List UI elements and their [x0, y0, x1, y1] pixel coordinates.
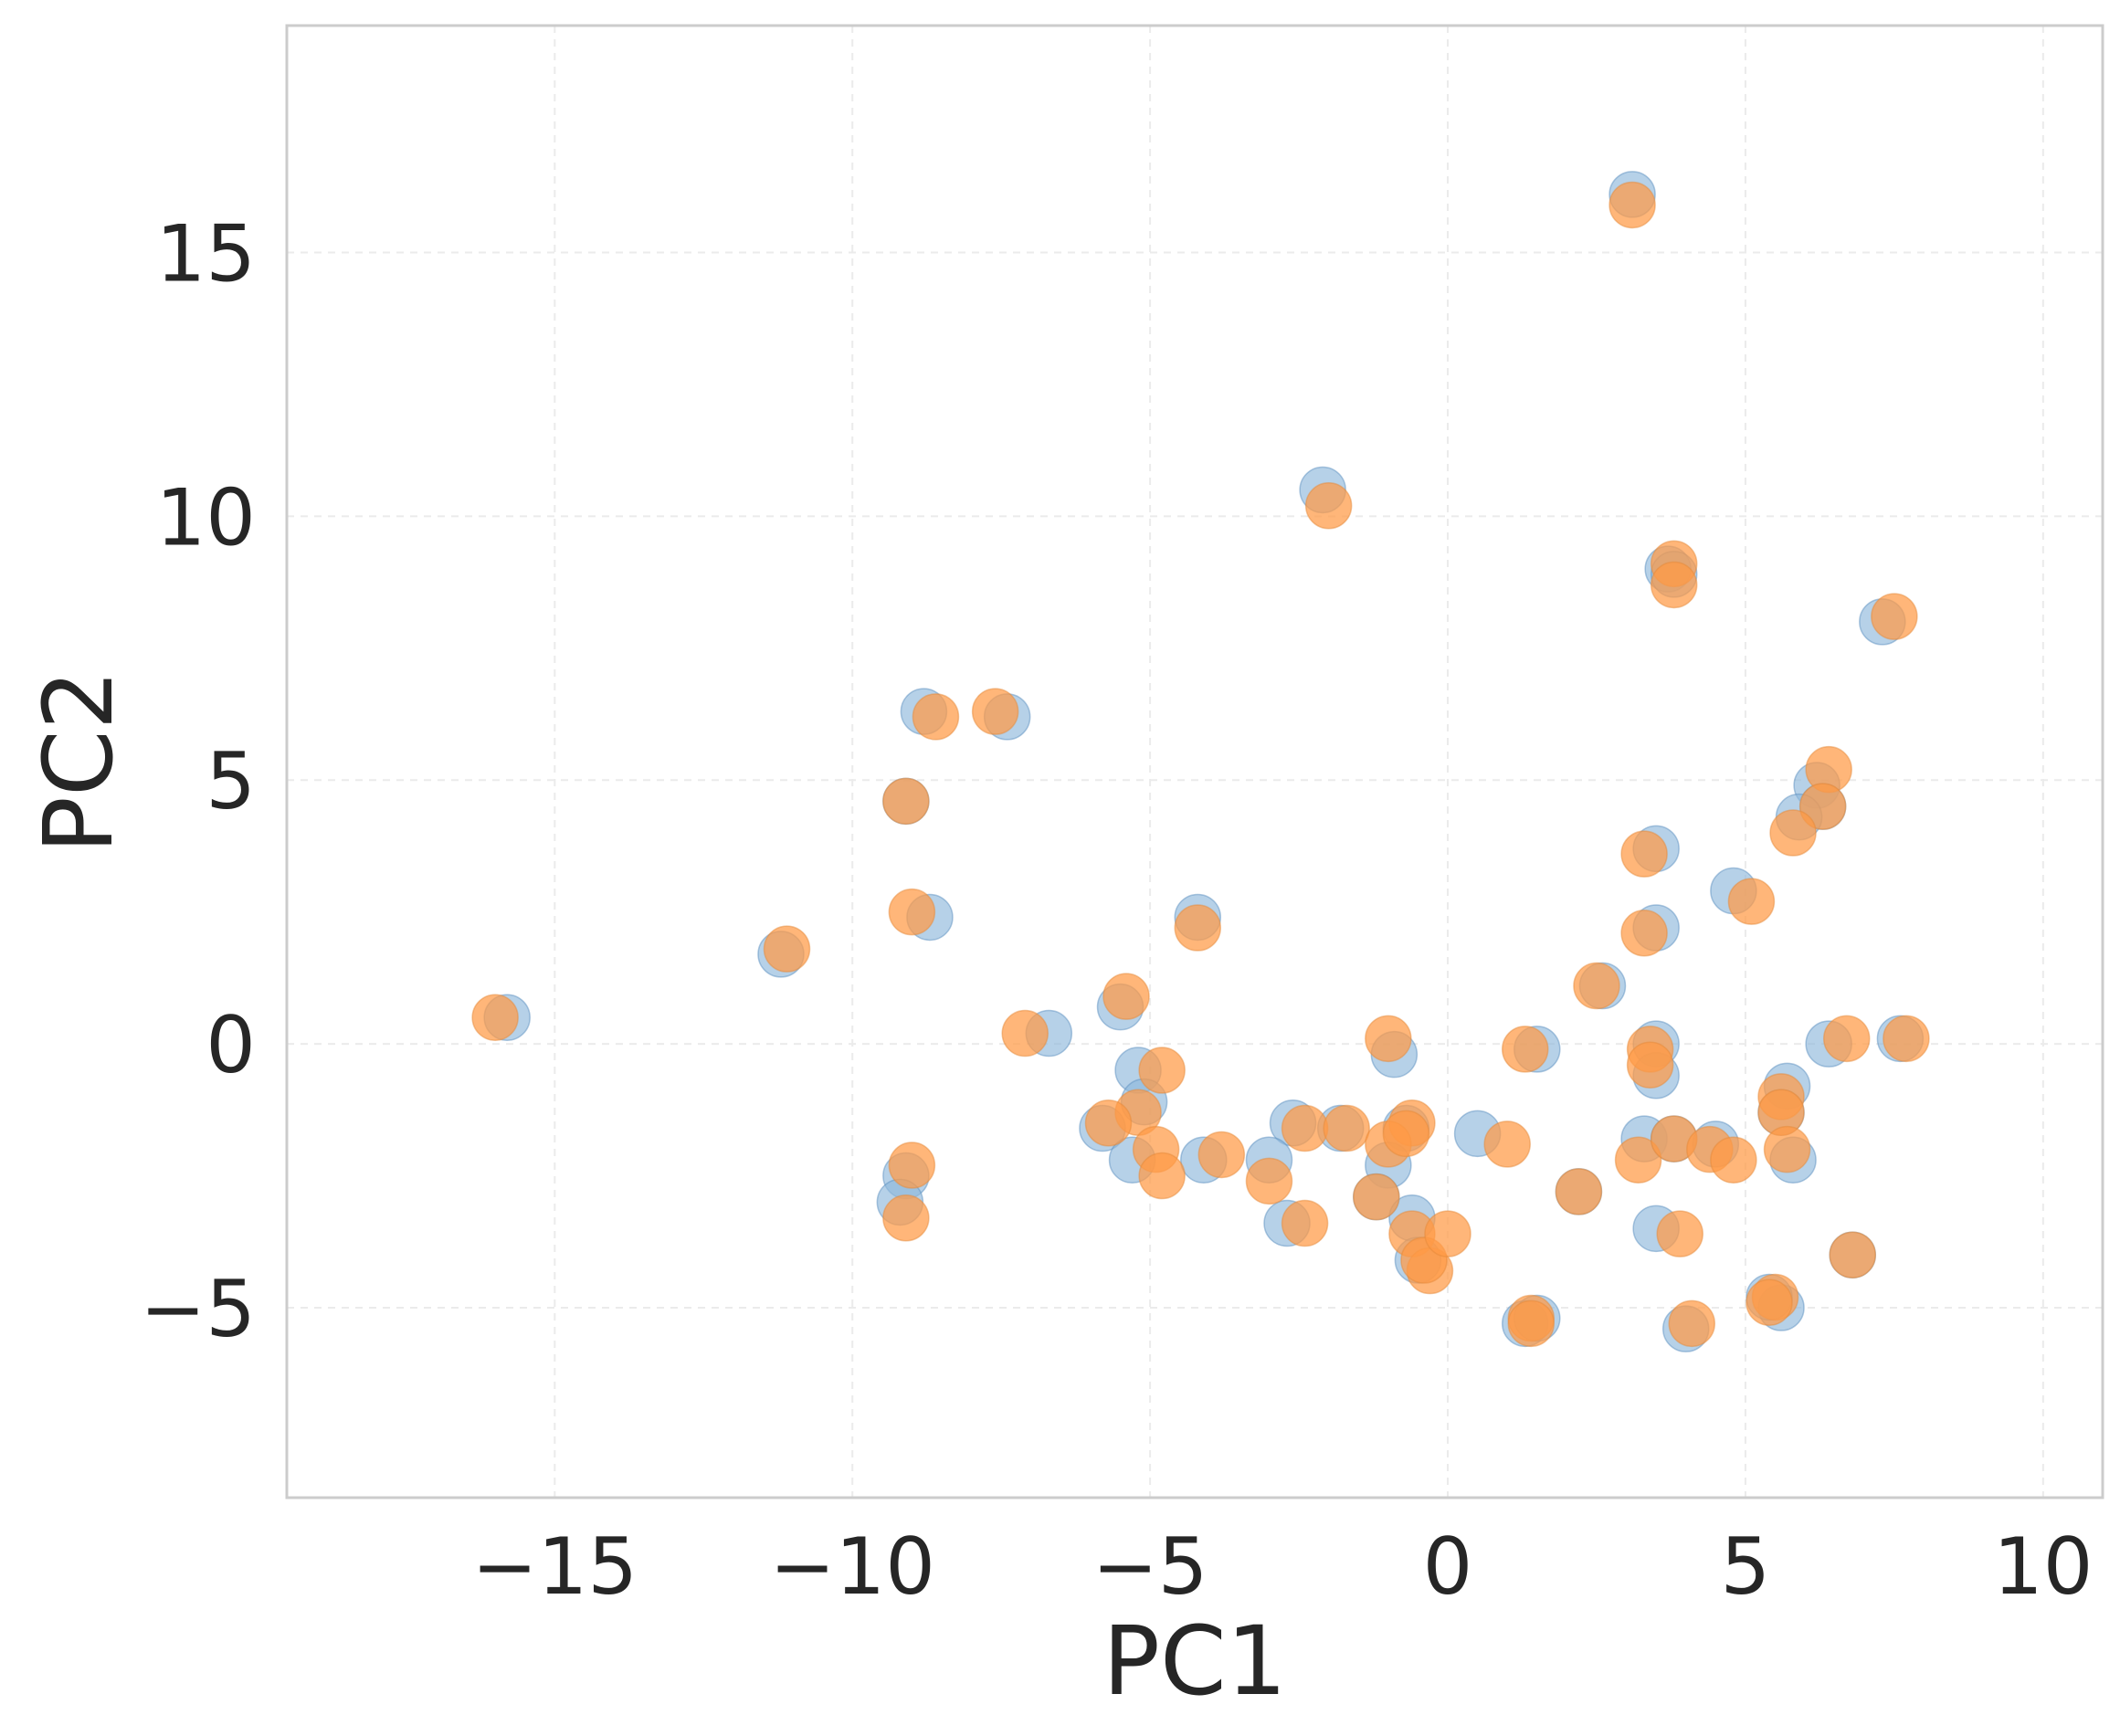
scatter-point: [1483, 1121, 1531, 1168]
scatter-point: [1555, 1168, 1603, 1215]
scatter-point: [1138, 1152, 1186, 1200]
scatter-point: [888, 1142, 936, 1189]
scatter-point: [971, 688, 1019, 735]
scatter-point: [882, 777, 930, 826]
x-tick-label: −10: [769, 1521, 935, 1613]
scatter-point: [1668, 1299, 1716, 1348]
scatter-point: [1084, 1099, 1133, 1147]
y-axis-ticks: −5 0 5 10 15: [140, 208, 256, 1355]
y-tick-label: −5: [140, 1264, 256, 1355]
series-2: [471, 181, 1930, 1348]
x-tick-label: 10: [1993, 1521, 2093, 1613]
x-tick-label: 5: [1721, 1521, 1771, 1613]
scatter-point: [1424, 1210, 1471, 1257]
scatter-point: [1507, 1299, 1556, 1348]
scatter-point: [1656, 1210, 1703, 1257]
scatter-point: [1573, 962, 1620, 1010]
scatter-point: [763, 925, 811, 973]
x-tick-label: −15: [472, 1521, 638, 1613]
scatter-point: [1626, 1041, 1674, 1089]
y-axis-label: PC2: [23, 669, 134, 854]
scatter-point: [1365, 1015, 1412, 1063]
x-tick-label: −5: [1092, 1521, 1208, 1613]
scatter-point: [1608, 181, 1656, 229]
x-tick-label: 0: [1423, 1521, 1473, 1613]
data-points: [471, 171, 1930, 1352]
scatter-point: [1281, 1104, 1329, 1152]
y-tick-label: 15: [156, 208, 256, 300]
scatter-point: [1502, 1026, 1549, 1073]
scatter-point: [1822, 1015, 1871, 1063]
scatter-point: [1769, 809, 1817, 857]
scatter-point: [1614, 1136, 1662, 1184]
scatter-point: [1382, 1110, 1430, 1158]
scatter-point: [1174, 904, 1222, 952]
scatter-point: [882, 1194, 930, 1242]
plot-frame: [285, 24, 2104, 1499]
scatter-point: [1001, 1009, 1049, 1057]
scatter-point: [1245, 1157, 1293, 1205]
scatter-point: [912, 693, 960, 741]
scatter-point: [1727, 878, 1776, 925]
scatter-point: [1883, 1015, 1930, 1063]
scatter-point: [1798, 783, 1847, 830]
scatter-point: [471, 994, 519, 1041]
scatter-point: [1871, 593, 1918, 640]
x-axis-ticks: −15 −10 −5 0 5 10: [472, 1521, 2094, 1613]
y-tick-label: 10: [156, 472, 256, 563]
scatter-point: [1620, 830, 1668, 878]
scatter-point: [1763, 1125, 1811, 1173]
scatter-point: [1281, 1199, 1329, 1247]
y-tick-label: 5: [206, 736, 256, 827]
scatter-point: [1620, 910, 1668, 957]
scatter-point: [1197, 1131, 1246, 1179]
y-tick-label: 0: [206, 1000, 256, 1091]
scatter-point: [1304, 482, 1353, 530]
scatter-point: [1829, 1231, 1876, 1278]
scatter-point: [888, 888, 936, 936]
scatter-point: [1138, 1047, 1186, 1094]
scatter-point: [1650, 561, 1698, 609]
scatter-point: [1710, 1136, 1757, 1184]
scatter-point: [1353, 1173, 1400, 1221]
scatter-point: [1102, 973, 1150, 1020]
scatter-point: [1746, 1278, 1793, 1326]
scatter-point: [1323, 1104, 1370, 1152]
x-axis-label: PC1: [1102, 1605, 1287, 1717]
